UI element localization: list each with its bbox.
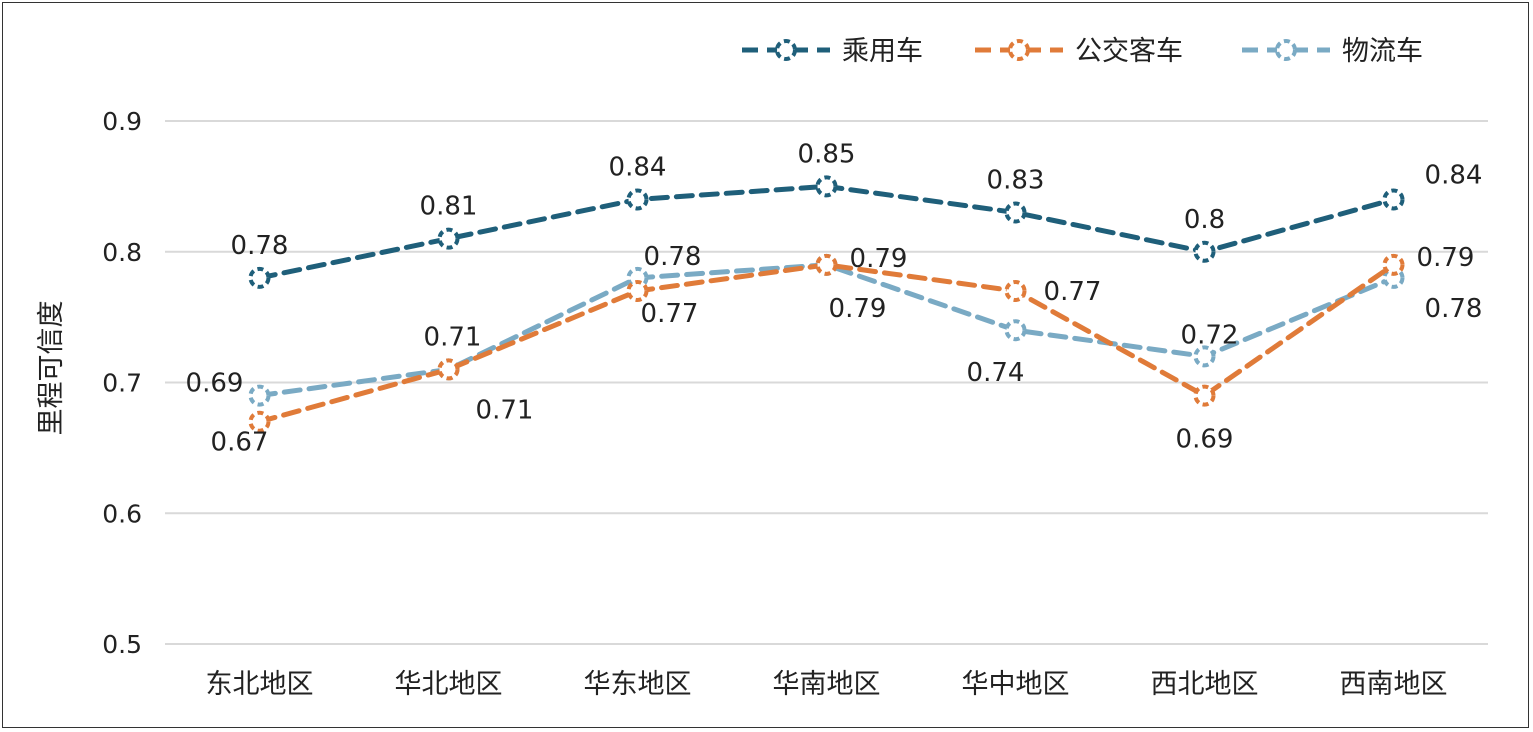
gridlines <box>165 120 1488 645</box>
data-point <box>815 175 838 198</box>
data-label: 0.77 <box>641 299 699 329</box>
data-point <box>1004 319 1027 342</box>
legend-label: 物流车 <box>1342 36 1423 67</box>
data-label: 0.8 <box>1184 205 1225 235</box>
data-point <box>248 384 271 407</box>
x-category-label: 华北地区 <box>395 669 503 700</box>
legend-label: 乘用车 <box>842 36 923 67</box>
data-point <box>1382 188 1405 211</box>
data-label: 0.69 <box>1176 425 1234 455</box>
y-tick-label: 0.6 <box>102 499 142 528</box>
x-category-label: 华东地区 <box>584 669 692 700</box>
data-label: 0.78 <box>231 231 289 261</box>
data-label: 0.78 <box>644 242 702 272</box>
y-axis-ticks: 0.5 0.6 0.7 0.8 0.9 <box>102 107 142 659</box>
data-label: 0.67 <box>211 428 269 458</box>
legend-swatch-marker <box>775 39 797 61</box>
data-label: 0.81 <box>420 192 478 222</box>
data-label: 0.79 <box>829 294 887 324</box>
legend-label: 公交客车 <box>1075 36 1183 67</box>
y-tick-label: 0.5 <box>102 630 142 659</box>
data-point <box>248 410 271 433</box>
data-point <box>626 188 649 211</box>
data-point <box>437 358 460 381</box>
x-category-label: 西南地区 <box>1340 669 1448 700</box>
data-point <box>437 227 460 250</box>
data-label: 0.84 <box>609 152 667 182</box>
data-point <box>248 266 271 289</box>
data-point <box>1193 384 1216 407</box>
y-tick-label: 0.9 <box>102 107 142 136</box>
data-label: 0.72 <box>1181 320 1239 350</box>
data-label: 0.79 <box>1417 243 1475 273</box>
data-label: 0.74 <box>967 358 1025 388</box>
data-point <box>1004 279 1027 302</box>
data-label: 0.69 <box>186 369 244 399</box>
y-axis-label: 里程可信度 <box>36 301 67 436</box>
data-label: 0.85 <box>798 139 856 169</box>
data-label: 0.83 <box>987 166 1045 196</box>
data-labels: 0.78 0.81 0.84 0.85 0.83 0.8 0.84 0.67 0.71 0.77 0… <box>186 139 1483 457</box>
legend-swatch-marker <box>1275 39 1297 61</box>
data-label: 0.84 <box>1425 160 1483 190</box>
data-point <box>1193 240 1216 263</box>
data-label: 0.71 <box>476 395 534 425</box>
y-tick-label: 0.7 <box>102 369 142 398</box>
series-lines <box>248 175 1405 433</box>
x-category-label: 华南地区 <box>773 669 881 700</box>
data-label: 0.77 <box>1044 277 1102 307</box>
x-category-label: 东北地区 <box>206 669 314 700</box>
legend: 乘用车 公交客车 物流车 <box>742 36 1423 67</box>
data-point <box>1382 253 1405 276</box>
data-point <box>626 279 649 302</box>
data-point <box>815 253 838 276</box>
data-label: 0.71 <box>424 322 482 352</box>
data-label: 0.79 <box>850 244 908 274</box>
y-tick-label: 0.8 <box>102 238 142 267</box>
x-category-label: 西北地区 <box>1151 669 1259 700</box>
x-category-label: 华中地区 <box>962 669 1070 700</box>
data-point <box>1193 345 1216 368</box>
x-axis-categories: 东北地区 华北地区 华东地区 华南地区 华中地区 西北地区 西南地区 <box>206 669 1448 700</box>
legend-swatch-marker <box>1008 39 1030 61</box>
data-label: 0.78 <box>1425 294 1483 324</box>
data-point <box>1004 201 1027 224</box>
